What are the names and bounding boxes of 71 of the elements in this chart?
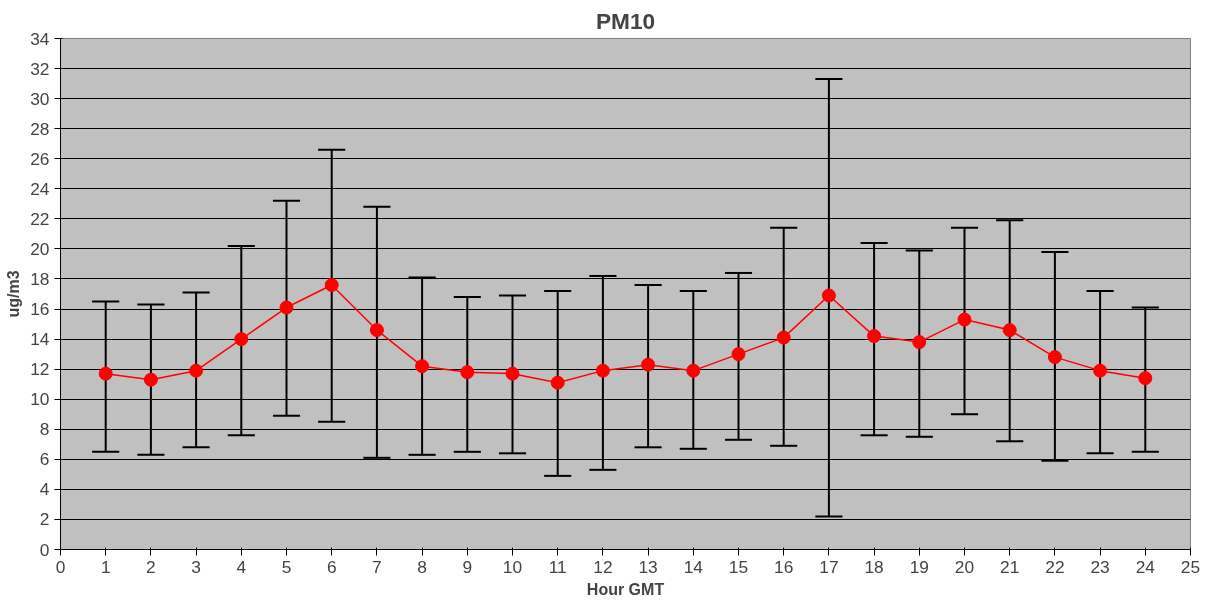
y-tick-label: 2 — [39, 509, 50, 530]
y-tick-label: 4 — [39, 479, 50, 500]
x-tick-label: 3 — [191, 556, 201, 577]
point — [234, 332, 249, 347]
x-tick-label: 13 — [638, 556, 658, 577]
point — [143, 372, 158, 387]
x-tick-label: 20 — [954, 556, 975, 577]
y-tick-label: 8 — [39, 419, 50, 440]
point — [415, 359, 430, 374]
x-tick-label: 25 — [1180, 556, 1201, 577]
y-tick-label: 12 — [30, 359, 50, 380]
y-tick-label: 28 — [30, 118, 50, 139]
x-tick-label: 6 — [326, 556, 337, 577]
point — [98, 366, 113, 381]
point — [279, 300, 294, 315]
x-tick-label: 23 — [1090, 556, 1110, 577]
point — [912, 335, 927, 350]
point — [821, 288, 836, 303]
point — [957, 312, 972, 327]
x-tick-label: 2 — [146, 556, 156, 577]
x-axis-title: Hour GMT — [586, 580, 665, 598]
point — [1047, 350, 1062, 365]
y-tick-label: 34 — [30, 28, 50, 49]
point — [460, 365, 475, 380]
y-tick-label: 30 — [30, 88, 50, 109]
point — [731, 347, 746, 362]
x-tick-label: 8 — [417, 556, 427, 577]
point — [550, 375, 565, 390]
x-tick-label: 11 — [548, 556, 567, 577]
x-tick-label: 17 — [819, 556, 839, 577]
y-tick-label: 10 — [30, 389, 50, 410]
point — [595, 363, 610, 378]
point — [867, 329, 882, 344]
x-tick-label: 10 — [502, 556, 523, 577]
x-tick-label: 16 — [774, 556, 794, 577]
y-tick-label: 16 — [30, 299, 50, 320]
y-axis-title: ug/m3 — [5, 270, 23, 318]
x-tick-label: 22 — [1045, 556, 1065, 577]
point — [686, 363, 701, 378]
x-tick-label: 1 — [100, 556, 111, 577]
point — [641, 357, 656, 372]
point — [1093, 363, 1108, 378]
chart-title: PM10 — [595, 7, 656, 34]
x-tick-label: 0 — [55, 556, 66, 577]
y-tick-label: 6 — [39, 449, 50, 470]
y-tick-label: 18 — [30, 268, 50, 289]
y-tick-label: 20 — [30, 238, 50, 259]
x-tick-label: 18 — [864, 556, 884, 577]
x-tick-label: 12 — [593, 556, 613, 577]
y-tick-label: 0 — [39, 539, 50, 560]
x-tick-label: 7 — [372, 556, 382, 577]
y-tick-label: 22 — [30, 208, 50, 229]
y-tick-label: 26 — [30, 148, 50, 169]
x-tick-label: 5 — [281, 556, 292, 577]
point — [1138, 371, 1153, 386]
y-tick-label: 32 — [30, 58, 50, 79]
point — [324, 278, 339, 292]
point — [505, 366, 520, 381]
y-tick-label: 24 — [30, 178, 50, 199]
x-tick-label: 15 — [728, 556, 749, 577]
x-tick-label: 9 — [462, 556, 473, 577]
x-tick-label: 24 — [1135, 556, 1156, 577]
x-tick-label: 21 — [1000, 556, 1020, 577]
y-tick-label: 14 — [30, 329, 50, 350]
point — [189, 363, 204, 378]
point — [1002, 323, 1017, 338]
point — [776, 330, 791, 345]
x-tick-label: 19 — [909, 556, 929, 577]
x-tick-label: 4 — [236, 556, 247, 577]
point — [369, 323, 384, 338]
x-tick-label: 14 — [683, 556, 704, 577]
